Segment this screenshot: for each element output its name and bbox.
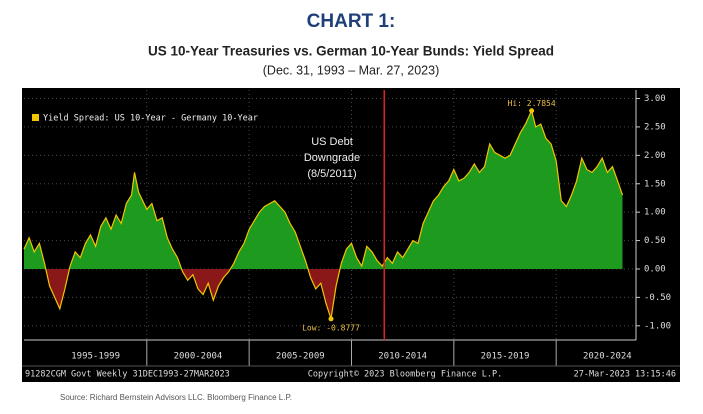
y-tick-label: 2.00 [644,151,666,161]
event-label: US Debt [311,136,353,148]
footer-right: 27-Mar-2023 13:15:46 [574,370,676,380]
footer-left: 91282CGM Govt Weekly 31DEC1993-27MAR2023 [25,370,230,380]
y-tick-label: 0.00 [644,264,666,274]
line [23,108,624,319]
footer-center: Copyright© 2023 Bloomberg Finance L.P. [308,370,502,380]
legend-swatch [32,114,39,121]
annotation-label: Low: -0.8777 [302,323,360,332]
chart-title: CHART 1: [307,11,396,32]
annotation-label: Hi: 2.7854 [508,99,556,108]
x-tick-label: 2005-2009 [276,352,325,362]
event-label: Downgrade [304,152,360,164]
x-tick-label: 1995-1999 [71,352,120,362]
chart-subtitle: US 10-Year Treasuries vs. German 10-Year… [148,44,554,59]
x-tick-label: 2015-2019 [481,352,530,362]
y-tick-label: -1.00 [644,321,671,331]
y-tick-label: 3.00 [644,94,666,104]
source-note: Source: Richard Bernstein Advisors LLC. … [60,393,292,402]
y-tick-label: 2.50 [644,122,666,132]
x-tick-label: 2010-2014 [378,352,427,362]
x-tick-label: 2000-2004 [174,352,223,362]
area-negative [45,268,340,319]
legend-label: Yield Spread: US 10-Year - Germany 10-Ye… [43,114,258,124]
y-tick-label: 0.50 [644,236,666,246]
y-tick-label: -0.50 [644,293,671,303]
x-tick-label: 2020-2024 [583,352,632,362]
y-tick-label: 1.00 [644,208,666,218]
area-positive [24,110,623,269]
event-label: (8/5/2011) [307,168,356,180]
date-range: (Dec. 31, 1993 – Mar. 27, 2023) [263,63,440,77]
y-tick-label: 1.50 [644,179,666,189]
annotation-dot [529,108,535,114]
annotation-dot [328,316,334,322]
